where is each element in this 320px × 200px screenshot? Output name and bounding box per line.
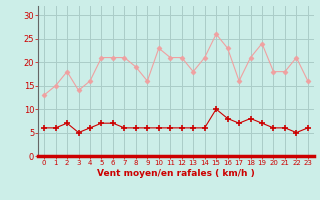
X-axis label: Vent moyen/en rafales ( km/h ): Vent moyen/en rafales ( km/h ): [97, 169, 255, 178]
